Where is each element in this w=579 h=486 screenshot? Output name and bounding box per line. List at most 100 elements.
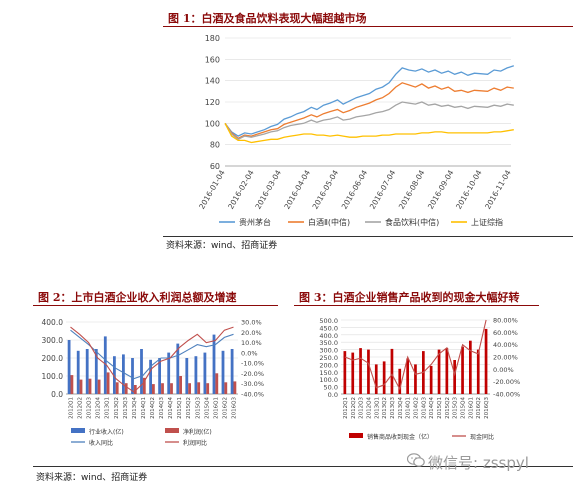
x-tick-label: 2014Q3 bbox=[159, 397, 165, 419]
x-tick-label: 2015Q3 bbox=[195, 397, 201, 419]
y-tick-label: 80 bbox=[210, 141, 220, 150]
y-tick-label: 60 bbox=[210, 162, 220, 171]
legend-swatch bbox=[71, 428, 85, 433]
x-tick-label: 2012Q3 bbox=[87, 397, 93, 419]
bar bbox=[106, 372, 110, 394]
legend-swatch bbox=[349, 433, 363, 438]
legend-label: 销售商品收到现金（亿） bbox=[367, 433, 433, 441]
bar bbox=[115, 382, 119, 394]
fig2-combo-chart: 0.0 100.0 200.0 300.0 400.0 -40.0% -30.0% -20.0… bbox=[42, 318, 264, 447]
x-tick-label: 2016Q3 bbox=[231, 397, 237, 419]
legend-label: 贵州茅台 bbox=[239, 217, 271, 227]
bar bbox=[149, 359, 152, 394]
bar bbox=[484, 328, 488, 394]
y-right-tick-label: -40.00% bbox=[493, 391, 520, 399]
x-tick-label: 2013Q3 bbox=[390, 397, 396, 419]
bar bbox=[152, 384, 155, 394]
x-tick-label: 2016-03-04 bbox=[253, 168, 283, 210]
y-left-tick-label: 400.0 bbox=[319, 332, 338, 340]
bar bbox=[188, 383, 191, 394]
bar bbox=[142, 377, 146, 394]
x-tick-label: 2016-08-04 bbox=[397, 168, 427, 210]
fig3-title: 图 3：白酒企业销售产品收到的现金大幅好转 bbox=[299, 291, 520, 304]
x-tick-label: 2016-04-04 bbox=[282, 168, 312, 210]
bar bbox=[185, 358, 189, 394]
y-tick-label: 180 bbox=[205, 34, 220, 43]
y-right-tick-label: 0.0% bbox=[241, 349, 258, 357]
bar bbox=[70, 375, 74, 394]
y-right-tick-label: 0.00% bbox=[493, 366, 514, 374]
bar bbox=[469, 340, 472, 394]
y-tick-label: 160 bbox=[205, 55, 220, 64]
bar bbox=[453, 360, 456, 394]
bar bbox=[94, 349, 98, 394]
bar bbox=[131, 358, 134, 394]
y-left-tick-label: 100.0 bbox=[42, 372, 64, 381]
x-tick-label: 2015Q1 bbox=[177, 397, 183, 419]
x-tick-label: 2014Q3 bbox=[421, 397, 427, 419]
bar bbox=[390, 348, 394, 394]
x-tick-label: 2016Q2 bbox=[476, 397, 482, 419]
y-left-tick-label: 100.0 bbox=[319, 376, 338, 384]
legend-label: 上证综指 bbox=[471, 217, 503, 227]
bar bbox=[194, 356, 198, 394]
y-left-tick-label: 450.0 bbox=[319, 324, 338, 332]
bar bbox=[197, 382, 201, 394]
bar bbox=[212, 334, 216, 394]
x-tick-label: 2012Q4 bbox=[96, 397, 102, 419]
x-tick-label: 2015Q4 bbox=[461, 397, 467, 419]
x-tick-label: 2012Q4 bbox=[366, 397, 372, 419]
x-tick-label: 2015Q2 bbox=[186, 397, 192, 419]
x-tick-label: 2016Q1 bbox=[213, 397, 219, 419]
legend-label: 行业收入(亿) bbox=[89, 428, 124, 436]
x-tick-label: 2015Q2 bbox=[445, 397, 451, 419]
x-tick-label: 2014Q2 bbox=[414, 397, 420, 419]
x-tick-label: 2015Q1 bbox=[437, 397, 443, 419]
fig1-title: 图 1：白酒及食品饮料表现大幅超越市场 bbox=[168, 12, 367, 25]
x-tick-label: 2016-02-04 bbox=[226, 168, 256, 210]
legend-label: 利润同比 bbox=[183, 439, 207, 447]
x-tick-label: 2013Q1 bbox=[105, 397, 111, 419]
legend-label: 净利润(亿) bbox=[183, 428, 212, 436]
bar bbox=[233, 381, 237, 394]
y-left-tick-label: 150.0 bbox=[319, 369, 338, 377]
bar bbox=[167, 352, 171, 394]
bar bbox=[359, 348, 362, 394]
bottom-source-rule bbox=[33, 466, 573, 467]
y-right-tick-label: 60.00% bbox=[493, 329, 518, 337]
x-tick-label: 2015Q3 bbox=[453, 397, 459, 419]
x-tick-label: 2013Q4 bbox=[398, 397, 404, 419]
x-tick-label: 2015Q4 bbox=[204, 397, 210, 419]
y-left-tick-label: 200.0 bbox=[42, 354, 64, 363]
y-right-tick-label: 10.0% bbox=[241, 339, 262, 347]
bar bbox=[414, 364, 417, 394]
y-left-tick-label: 350.0 bbox=[319, 339, 338, 347]
fig2-title: 图 2：上市白酒企业收入利润总额及增速 bbox=[38, 291, 237, 304]
bottom-source: 资料来源：wind、招商证券 bbox=[36, 473, 148, 483]
series-line bbox=[344, 319, 487, 391]
bar bbox=[367, 349, 370, 394]
x-tick-label: 2014Q1 bbox=[406, 397, 412, 419]
bar bbox=[230, 349, 234, 394]
x-tick-label: 2014Q2 bbox=[150, 397, 156, 419]
bar bbox=[97, 379, 101, 394]
bar bbox=[122, 354, 125, 394]
x-tick-label: 2012Q3 bbox=[359, 397, 365, 419]
legend-label: 收入同比 bbox=[89, 439, 113, 447]
x-tick-label: 2013Q1 bbox=[374, 397, 380, 419]
bar bbox=[88, 378, 92, 394]
bar bbox=[176, 343, 180, 394]
x-tick-label: 2014Q4 bbox=[168, 397, 174, 419]
bar bbox=[79, 379, 83, 394]
bar bbox=[445, 348, 449, 394]
bar bbox=[140, 349, 143, 394]
y-left-tick-label: 500.0 bbox=[319, 317, 338, 325]
fig1-source: 资料来源：wind、招商证券 bbox=[166, 241, 278, 251]
y-right-tick-label: 80.00% bbox=[493, 317, 518, 325]
x-tick-label: 2012Q2 bbox=[351, 397, 357, 419]
bar bbox=[206, 383, 210, 394]
bar bbox=[343, 351, 347, 394]
series-line bbox=[224, 65, 515, 137]
legend-label: 食品饮料(中信) bbox=[385, 217, 439, 227]
